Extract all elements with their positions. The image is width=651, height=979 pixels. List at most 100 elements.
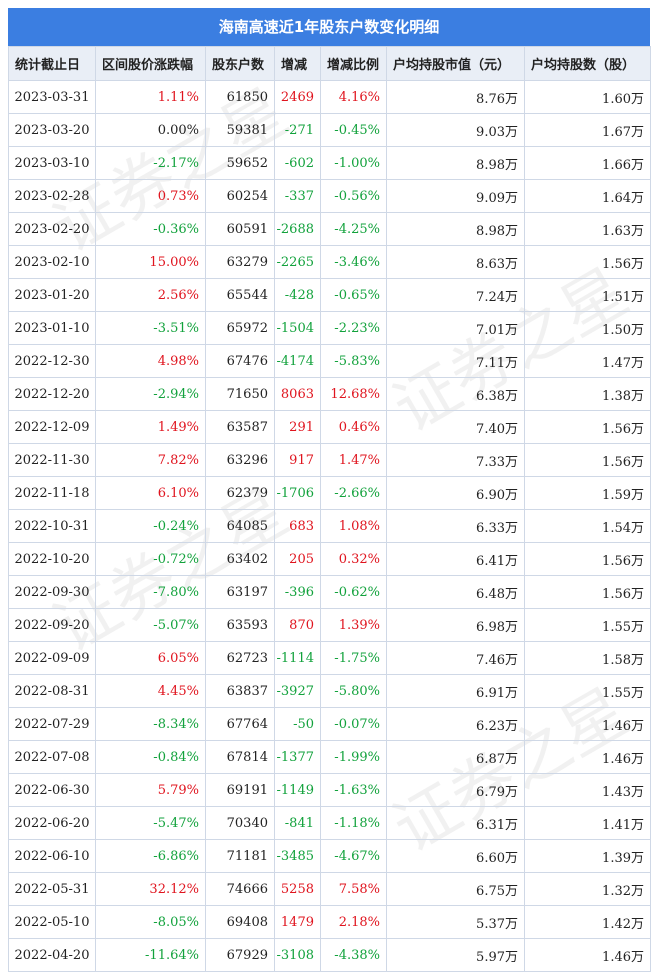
holders-cell: 67929 bbox=[205, 938, 275, 972]
holders-cell: 63296 bbox=[205, 443, 275, 477]
holders-cell: 65544 bbox=[205, 278, 275, 312]
date-cell: 2023-01-20 bbox=[8, 278, 96, 312]
avg-value-cell: 8.63万 bbox=[386, 245, 525, 279]
holders-cell: 69408 bbox=[205, 905, 275, 939]
col-header-holders: 股东户数 bbox=[205, 46, 275, 81]
avg-shares-cell: 1.46万 bbox=[524, 740, 651, 774]
date-cell: 2022-07-29 bbox=[8, 707, 96, 741]
price-change-cell: -0.84% bbox=[95, 740, 206, 774]
change-ratio-cell: -1.99% bbox=[320, 740, 387, 774]
avg-value-cell: 6.75万 bbox=[386, 872, 525, 906]
change-cell: 870 bbox=[274, 608, 321, 642]
holders-cell: 63837 bbox=[205, 674, 275, 708]
date-cell: 2022-05-10 bbox=[8, 905, 96, 939]
holders-cell: 65972 bbox=[205, 311, 275, 345]
avg-value-cell: 9.09万 bbox=[386, 179, 525, 213]
table-row: 2023-01-10 -3.51% 65972 -1504 -2.23% 7.01万 1.5… bbox=[8, 311, 651, 345]
table-row: 2022-04-20 -11.64% 67929 -3108 -4.38% 5.97万 1.… bbox=[8, 938, 651, 972]
date-cell: 2022-12-20 bbox=[8, 377, 96, 411]
table-row: 2022-07-08 -0.84% 67814 -1377 -1.99% 6.87万 1.4… bbox=[8, 740, 651, 774]
holders-cell: 59381 bbox=[205, 113, 275, 147]
date-cell: 2022-12-30 bbox=[8, 344, 96, 378]
table-row: 2023-02-28 0.73% 60254 -337 -0.56% 9.09万 1.64万 bbox=[8, 179, 651, 213]
price-change-cell: -3.51% bbox=[95, 311, 206, 345]
avg-value-cell: 7.46万 bbox=[386, 641, 525, 675]
table-row: 2022-10-20 -0.72% 63402 205 0.32% 6.41万 1.56万 bbox=[8, 542, 651, 576]
change-ratio-cell: -2.23% bbox=[320, 311, 387, 345]
change-ratio-cell: 0.46% bbox=[320, 410, 387, 444]
col-header-change-ratio: 增减比例 bbox=[320, 46, 387, 81]
col-header-avg-shares: 户均持股数（股） bbox=[524, 46, 651, 81]
holders-cell: 63593 bbox=[205, 608, 275, 642]
change-ratio-cell: 1.39% bbox=[320, 608, 387, 642]
date-cell: 2022-10-20 bbox=[8, 542, 96, 576]
date-cell: 2023-02-20 bbox=[8, 212, 96, 246]
price-change-cell: 1.49% bbox=[95, 410, 206, 444]
change-ratio-cell: -4.38% bbox=[320, 938, 387, 972]
table-row: 2023-02-20 -0.36% 60591 -2688 -4.25% 8.98万 1.6… bbox=[8, 212, 651, 246]
price-change-cell: -8.05% bbox=[95, 905, 206, 939]
avg-value-cell: 6.90万 bbox=[386, 476, 525, 510]
holders-cell: 67476 bbox=[205, 344, 275, 378]
avg-shares-cell: 1.67万 bbox=[524, 113, 651, 147]
change-ratio-cell: -0.65% bbox=[320, 278, 387, 312]
avg-value-cell: 8.98万 bbox=[386, 146, 525, 180]
date-cell: 2023-03-20 bbox=[8, 113, 96, 147]
date-cell: 2022-09-20 bbox=[8, 608, 96, 642]
avg-shares-cell: 1.60万 bbox=[524, 80, 651, 114]
change-ratio-cell: -1.18% bbox=[320, 806, 387, 840]
holders-cell: 61850 bbox=[205, 80, 275, 114]
table-row: 2022-12-20 -2.94% 71650 8063 12.68% 6.38万 1.38… bbox=[8, 377, 651, 411]
table-row: 2022-09-20 -5.07% 63593 870 1.39% 6.98万 1.55万 bbox=[8, 608, 651, 642]
change-cell: -4174 bbox=[274, 344, 321, 378]
avg-shares-cell: 1.51万 bbox=[524, 278, 651, 312]
holders-cell: 71181 bbox=[205, 839, 275, 873]
avg-value-cell: 6.98万 bbox=[386, 608, 525, 642]
price-change-cell: 32.12% bbox=[95, 872, 206, 906]
change-ratio-cell: 1.08% bbox=[320, 509, 387, 543]
avg-shares-cell: 1.43万 bbox=[524, 773, 651, 807]
date-cell: 2023-03-31 bbox=[8, 80, 96, 114]
price-change-cell: -2.94% bbox=[95, 377, 206, 411]
change-cell: 291 bbox=[274, 410, 321, 444]
date-cell: 2022-06-20 bbox=[8, 806, 96, 840]
holders-cell: 59652 bbox=[205, 146, 275, 180]
avg-value-cell: 8.98万 bbox=[386, 212, 525, 246]
change-ratio-cell: -0.07% bbox=[320, 707, 387, 741]
avg-value-cell: 6.60万 bbox=[386, 839, 525, 873]
price-change-cell: 6.10% bbox=[95, 476, 206, 510]
avg-shares-cell: 1.55万 bbox=[524, 608, 651, 642]
change-ratio-cell: -5.83% bbox=[320, 344, 387, 378]
change-ratio-cell: -1.63% bbox=[320, 773, 387, 807]
price-change-cell: -8.34% bbox=[95, 707, 206, 741]
change-cell: -1114 bbox=[274, 641, 321, 675]
avg-shares-cell: 1.46万 bbox=[524, 707, 651, 741]
price-change-cell: 1.11% bbox=[95, 80, 206, 114]
change-cell: 683 bbox=[274, 509, 321, 543]
avg-shares-cell: 1.56万 bbox=[524, 245, 651, 279]
change-cell: 8063 bbox=[274, 377, 321, 411]
date-cell: 2023-03-10 bbox=[8, 146, 96, 180]
date-cell: 2022-07-08 bbox=[8, 740, 96, 774]
avg-value-cell: 6.33万 bbox=[386, 509, 525, 543]
avg-value-cell: 5.37万 bbox=[386, 905, 525, 939]
avg-shares-cell: 1.47万 bbox=[524, 344, 651, 378]
avg-value-cell: 7.40万 bbox=[386, 410, 525, 444]
avg-shares-cell: 1.56万 bbox=[524, 575, 651, 609]
avg-shares-cell: 1.64万 bbox=[524, 179, 651, 213]
date-cell: 2022-09-09 bbox=[8, 641, 96, 675]
table-title: 海南高速近1年股东户数变化明细 bbox=[8, 8, 650, 46]
avg-shares-cell: 1.41万 bbox=[524, 806, 651, 840]
avg-value-cell: 7.24万 bbox=[386, 278, 525, 312]
price-change-cell: 0.73% bbox=[95, 179, 206, 213]
date-cell: 2022-11-18 bbox=[8, 476, 96, 510]
change-ratio-cell: 7.58% bbox=[320, 872, 387, 906]
holders-cell: 63197 bbox=[205, 575, 275, 609]
table-row: 2022-06-20 -5.47% 70340 -841 -1.18% 6.31万 1.41… bbox=[8, 806, 651, 840]
change-ratio-cell: -5.80% bbox=[320, 674, 387, 708]
date-cell: 2022-04-20 bbox=[8, 938, 96, 972]
table-row: 2022-06-10 -6.86% 71181 -3485 -4.67% 6.60万 1.3… bbox=[8, 839, 651, 873]
change-ratio-cell: 1.47% bbox=[320, 443, 387, 477]
table-row: 2022-06-30 5.79% 69191 -1149 -1.63% 6.79万 1.43… bbox=[8, 773, 651, 807]
holders-cell: 62723 bbox=[205, 641, 275, 675]
